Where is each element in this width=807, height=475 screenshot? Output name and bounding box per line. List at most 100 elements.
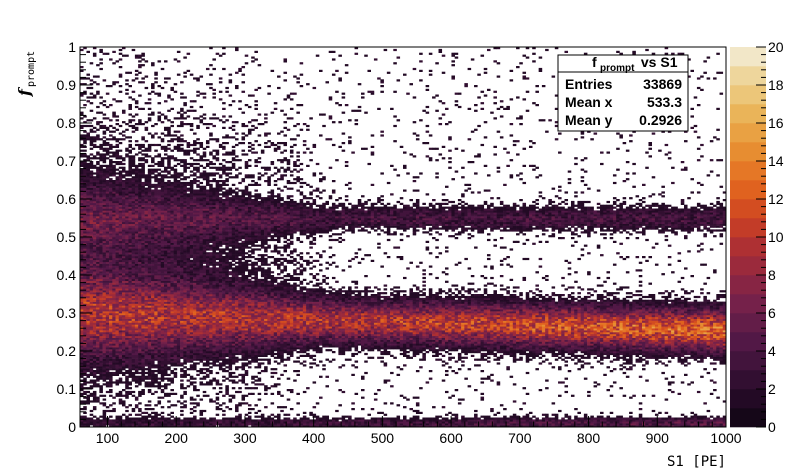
heatmap-cell bbox=[173, 364, 178, 367]
heatmap-cell bbox=[121, 227, 126, 230]
heatmap-cell bbox=[86, 303, 90, 306]
heatmap-cell bbox=[196, 404, 200, 407]
heatmap-cell bbox=[141, 392, 145, 395]
heatmap-cell bbox=[102, 402, 107, 405]
heatmap-cell bbox=[92, 267, 97, 270]
heatmap-cell bbox=[167, 324, 171, 327]
heatmap-cell bbox=[141, 181, 145, 185]
heatmap-cell bbox=[193, 419, 197, 422]
heatmap-cell bbox=[131, 301, 136, 304]
heatmap-cell bbox=[147, 98, 152, 101]
heatmap-cell bbox=[173, 330, 178, 333]
heatmap-cell bbox=[109, 221, 113, 224]
heatmap-cell bbox=[118, 318, 123, 321]
heatmap-cell bbox=[180, 309, 184, 312]
heatmap-cell bbox=[99, 288, 103, 291]
heatmap-cell bbox=[131, 181, 136, 185]
heatmap-cell bbox=[180, 161, 184, 164]
heatmap-cell bbox=[193, 303, 197, 306]
heatmap-cell bbox=[96, 305, 100, 308]
heatmap-cell bbox=[121, 246, 126, 249]
heatmap-cell bbox=[167, 212, 171, 215]
heatmap-cell bbox=[96, 197, 100, 200]
heatmap-cell bbox=[115, 288, 120, 291]
heatmap-cell bbox=[193, 263, 197, 266]
heatmap-cell bbox=[141, 227, 145, 230]
heatmap-cell bbox=[193, 166, 197, 169]
heatmap-cell bbox=[105, 117, 110, 120]
heatmap-cell bbox=[115, 100, 120, 103]
heatmap-cell bbox=[141, 352, 145, 356]
heatmap-cell bbox=[89, 161, 94, 164]
heatmap-cell bbox=[134, 189, 139, 192]
heatmap-cell bbox=[105, 216, 110, 219]
heatmap-cell bbox=[118, 261, 123, 264]
heatmap-cell bbox=[189, 195, 194, 198]
heatmap-cell bbox=[92, 257, 97, 261]
heatmap-cell bbox=[99, 307, 103, 310]
heatmap-cell bbox=[157, 119, 162, 122]
heatmap-cell bbox=[125, 219, 129, 223]
heatmap-cell bbox=[183, 392, 187, 395]
heatmap-cell bbox=[121, 229, 126, 232]
heatmap-cell bbox=[196, 288, 200, 291]
heatmap-cell bbox=[112, 187, 116, 190]
heatmap-cell bbox=[92, 273, 97, 276]
heatmap-cell bbox=[80, 278, 84, 281]
heatmap-cell bbox=[109, 354, 113, 357]
heatmap-cell bbox=[151, 64, 155, 67]
heatmap-cell bbox=[147, 381, 152, 384]
heatmap-cell bbox=[151, 206, 155, 209]
heatmap-cell bbox=[92, 309, 97, 312]
heatmap-cell bbox=[92, 358, 97, 361]
heatmap-cell bbox=[147, 265, 152, 268]
heatmap-cell bbox=[105, 257, 110, 261]
heatmap-cell bbox=[167, 265, 171, 268]
heatmap-cell bbox=[89, 322, 94, 325]
heatmap-cell bbox=[151, 257, 155, 261]
heatmap-cell bbox=[86, 216, 90, 219]
heatmap-cell bbox=[147, 421, 152, 424]
heatmap-cell bbox=[147, 252, 152, 255]
heatmap-cell bbox=[118, 162, 123, 166]
heatmap-cell bbox=[115, 178, 120, 181]
heatmap-cell bbox=[167, 392, 171, 395]
heatmap-cell bbox=[109, 347, 113, 350]
heatmap-cell bbox=[109, 292, 113, 295]
heatmap-cell bbox=[89, 351, 94, 354]
heatmap-cell bbox=[102, 333, 107, 337]
heatmap-cell bbox=[189, 254, 194, 257]
heatmap-cell bbox=[180, 159, 184, 162]
heatmap-cell bbox=[80, 284, 84, 287]
heatmap-cell bbox=[80, 332, 84, 335]
heatmap-cell bbox=[170, 256, 174, 259]
heatmap-cell bbox=[167, 193, 171, 196]
heatmap-cell bbox=[193, 257, 197, 261]
heatmap-cell bbox=[109, 155, 113, 158]
heatmap-cell bbox=[125, 366, 129, 369]
heatmap-cell bbox=[89, 128, 94, 131]
heatmap-cell bbox=[176, 210, 181, 213]
heatmap-cell bbox=[118, 250, 123, 253]
heatmap-cell bbox=[163, 337, 168, 340]
heatmap-cell bbox=[128, 161, 132, 164]
heatmap-cell bbox=[105, 153, 110, 156]
heatmap-cell bbox=[115, 221, 120, 224]
heatmap-cell bbox=[147, 362, 152, 365]
heatmap-cell bbox=[189, 332, 194, 335]
heatmap-cell bbox=[176, 223, 181, 226]
heatmap-cell bbox=[167, 273, 171, 276]
heatmap-cell bbox=[167, 231, 171, 234]
heatmap-cell bbox=[163, 292, 168, 295]
heatmap-cell bbox=[170, 381, 174, 384]
heatmap-cell bbox=[147, 92, 152, 95]
heatmap-cell bbox=[99, 242, 103, 245]
heatmap-cell bbox=[92, 343, 97, 346]
heatmap-cell bbox=[157, 320, 162, 323]
heatmap-cell bbox=[147, 318, 152, 321]
heatmap-cell bbox=[189, 170, 194, 173]
heatmap-cell bbox=[83, 275, 87, 278]
heatmap-cell bbox=[147, 231, 152, 234]
heatmap-cell bbox=[183, 400, 187, 403]
heatmap-cell bbox=[141, 174, 145, 177]
